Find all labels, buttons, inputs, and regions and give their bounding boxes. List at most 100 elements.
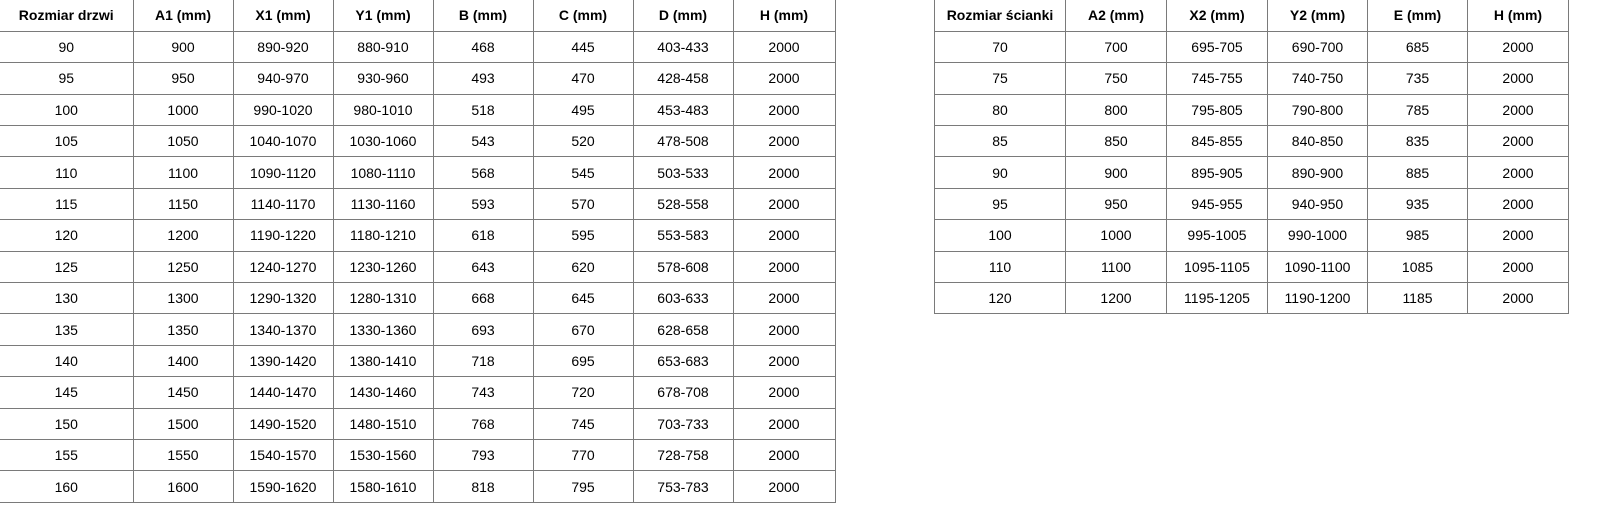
table-cell: 80 — [934, 93, 1066, 127]
table-cell: 1030-1060 — [332, 125, 434, 158]
table-cell: 795-805 — [1166, 93, 1268, 127]
table-cell: 818 — [432, 470, 534, 503]
table-cell: 703-733 — [632, 407, 734, 440]
table-cell: 745 — [532, 407, 634, 440]
table-cell: 493 — [432, 62, 534, 95]
column-header: Rozmiar drzwi — [0, 0, 134, 32]
table-cell: 1130-1160 — [332, 187, 434, 221]
table-cell: 1200 — [132, 219, 234, 252]
table-cell: 445 — [532, 30, 634, 64]
header-row: Rozmiar drzwi A1 (mm) X1 (mm) Y1 (mm) B (mm)… — [0, 0, 836, 32]
table-cell: 690-700 — [1267, 30, 1368, 64]
table-cell: 543 — [432, 125, 534, 158]
table-cell: 800 — [1065, 93, 1167, 127]
table-cell: 1180-1210 — [332, 219, 434, 252]
table-cell: 995-1005 — [1166, 219, 1268, 252]
table-cell: 2000 — [1467, 250, 1569, 284]
table-cell: 2000 — [1467, 156, 1569, 189]
table-row: 85 850 845-855 840-850 835 2000 — [934, 125, 1569, 158]
table-cell: 403-433 — [632, 30, 734, 64]
table-cell: 1040-1070 — [232, 125, 334, 158]
table-cell: 2000 — [732, 219, 836, 252]
table-cell: 130 — [0, 282, 134, 315]
table-cell: 740-750 — [1267, 62, 1368, 95]
table-cell: 720 — [532, 376, 634, 409]
table-cell: 1380-1410 — [332, 344, 434, 378]
table-cell: 1340-1370 — [232, 313, 334, 346]
table-cell: 155 — [0, 438, 134, 472]
table-cell: 1080-1110 — [332, 156, 434, 189]
table-cell: 1600 — [132, 470, 234, 503]
table-row: 125 1250 1240-1270 1230-1260 643 620 578-608 20… — [0, 250, 836, 284]
table-cell: 100 — [934, 219, 1066, 252]
table-cell: 940-950 — [1267, 187, 1368, 221]
table-cell: 845-855 — [1166, 125, 1268, 158]
table-cell: 770 — [532, 438, 634, 472]
column-header: A1 (mm) — [132, 0, 234, 32]
table-cell: 2000 — [1467, 187, 1569, 221]
wall-panel-dimensions-table: Rozmiar ścianki A2 (mm) X2 (mm) Y2 (mm) E (m… — [934, 0, 1569, 315]
table-row: 145 1450 1440-1470 1430-1460 743 720 678-708 20… — [0, 376, 836, 409]
table-cell: 2000 — [732, 313, 836, 346]
table-row: 95 950 940-970 930-960 493 470 428-458 2000 — [0, 62, 836, 95]
table-cell: 593 — [432, 187, 534, 221]
table-cell: 470 — [532, 62, 634, 95]
table-cell: 453-483 — [632, 93, 734, 127]
table-cell: 1450 — [132, 376, 234, 409]
table-cell: 1185 — [1367, 282, 1468, 315]
table-row: 105 1050 1040-1070 1030-1060 543 520 478-508 20… — [0, 125, 836, 158]
table-cell: 2000 — [1467, 282, 1569, 315]
column-header: Rozmiar ścianki — [934, 0, 1066, 32]
column-header: B (mm) — [432, 0, 534, 32]
table-row: 120 1200 1190-1220 1180-1210 618 595 553-583 20… — [0, 219, 836, 252]
table-row: 150 1500 1490-1520 1480-1510 768 745 703-733 20… — [0, 407, 836, 440]
table-cell: 930-960 — [332, 62, 434, 95]
table-cell: 1150 — [132, 187, 234, 221]
table-cell: 150 — [0, 407, 134, 440]
table-cell: 120 — [0, 219, 134, 252]
table-cell: 785 — [1367, 93, 1468, 127]
table-cell: 1230-1260 — [332, 250, 434, 284]
table-row: 140 1400 1390-1420 1380-1410 718 695 653-683 20… — [0, 344, 836, 378]
table-row: 155 1550 1540-1570 1530-1560 793 770 728-758 20… — [0, 438, 836, 472]
table-cell: 1590-1620 — [232, 470, 334, 503]
table-cell: 2000 — [1467, 219, 1569, 252]
table-row: 90 900 890-920 880-910 468 445 403-433 2000 — [0, 30, 836, 64]
table-cell: 145 — [0, 376, 134, 409]
table-cell: 2000 — [732, 344, 836, 378]
table-cell: 890-900 — [1267, 156, 1368, 189]
table-cell: 850 — [1065, 125, 1167, 158]
table-cell: 120 — [934, 282, 1066, 315]
table-cell: 990-1020 — [232, 93, 334, 127]
table-cell: 2000 — [732, 93, 836, 127]
table-row: 100 1000 995-1005 990-1000 985 2000 — [934, 219, 1569, 252]
table-cell: 950 — [132, 62, 234, 95]
table-cell: 428-458 — [632, 62, 734, 95]
table-cell: 695 — [532, 344, 634, 378]
table-cell: 518 — [432, 93, 534, 127]
table-cell: 1390-1420 — [232, 344, 334, 378]
table-cell: 940-970 — [232, 62, 334, 95]
table-cell: 95 — [934, 187, 1066, 221]
table-row: 110 1100 1095-1105 1090-1100 1085 2000 — [934, 250, 1569, 284]
table-cell: 670 — [532, 313, 634, 346]
table-cell: 718 — [432, 344, 534, 378]
table-cell: 790-800 — [1267, 93, 1368, 127]
table-cell: 1350 — [132, 313, 234, 346]
table-row: 130 1300 1290-1320 1280-1310 668 645 603-633 20… — [0, 282, 836, 315]
table-cell: 1100 — [1065, 250, 1167, 284]
table-cell: 1280-1310 — [332, 282, 434, 315]
table-cell: 553-583 — [632, 219, 734, 252]
table-cell: 1200 — [1065, 282, 1167, 315]
table-cell: 745-755 — [1166, 62, 1268, 95]
table-cell: 1290-1320 — [232, 282, 334, 315]
table-row: 95 950 945-955 940-950 935 2000 — [934, 187, 1569, 221]
table-cell: 695-705 — [1166, 30, 1268, 64]
table-cell: 468 — [432, 30, 534, 64]
table-cell: 95 — [0, 62, 134, 95]
table-cell: 105 — [0, 125, 134, 158]
table-row: 110 1100 1090-1120 1080-1110 568 545 503-533 20… — [0, 156, 836, 189]
table-cell: 900 — [1065, 156, 1167, 189]
column-header: C (mm) — [532, 0, 634, 32]
table-cell: 990-1000 — [1267, 219, 1368, 252]
